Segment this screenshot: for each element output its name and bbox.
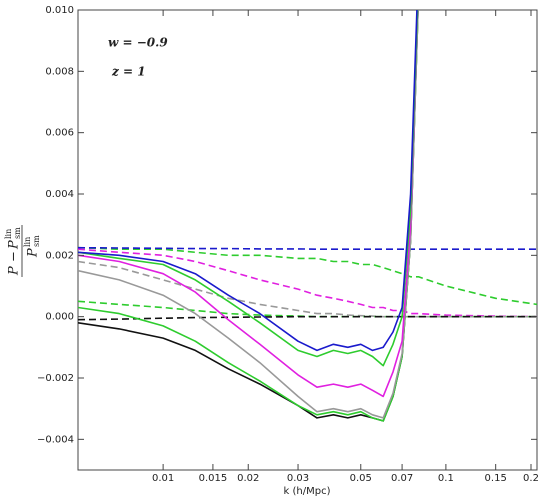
data-line xyxy=(78,248,537,318)
data-line xyxy=(78,10,419,419)
y-label-part: − xyxy=(7,251,22,262)
y-tick-label: 0.006 xyxy=(45,128,74,139)
y-tick-label: 0.004 xyxy=(45,189,74,200)
y-label-part: P xyxy=(26,248,41,258)
x-tick-label: 0.2 xyxy=(523,473,539,484)
data-line xyxy=(78,10,418,352)
y-label-part: P xyxy=(7,240,22,250)
data-line xyxy=(78,10,419,422)
annotation: w = −0.9 xyxy=(108,36,168,50)
x-tick-label: 0.01 xyxy=(152,473,174,484)
annotation: z = 1 xyxy=(111,65,146,79)
x-tick-label: 0.02 xyxy=(237,473,259,484)
x-tick-label: 0.1 xyxy=(438,473,454,484)
y-axis-label: P − P lin sm P lin sm xyxy=(4,225,41,277)
data-line xyxy=(78,260,537,318)
data-line xyxy=(78,246,537,306)
plot-frame xyxy=(77,9,538,471)
data-line xyxy=(78,10,419,422)
y-label-part: sm xyxy=(13,227,22,239)
y-tick-label: 0.000 xyxy=(45,312,74,323)
y-tick-label: −0.002 xyxy=(37,373,74,384)
x-tick-label: 0.015 xyxy=(199,473,228,484)
y-label-part: lin xyxy=(4,229,13,239)
data-line xyxy=(78,315,537,321)
plot-area xyxy=(78,10,537,422)
y-tick-label: 0.010 xyxy=(45,5,74,16)
y-tick-label: 0.002 xyxy=(45,250,74,261)
x-tick-label: 0.15 xyxy=(485,473,507,484)
y-label-part: sm xyxy=(32,235,41,247)
data-line xyxy=(78,10,419,398)
x-tick-label: 0.05 xyxy=(350,473,372,484)
data-line xyxy=(78,300,537,318)
x-tick-label: 0.07 xyxy=(391,473,413,484)
x-tick-label: 0.03 xyxy=(287,473,309,484)
data-line xyxy=(78,246,537,250)
y-label-part: lin xyxy=(23,237,32,247)
y-label-part: P xyxy=(7,266,22,276)
y-tick-label: 0.008 xyxy=(45,66,74,77)
data-line xyxy=(78,10,419,367)
y-tick-label: −0.004 xyxy=(37,434,74,445)
x-axis-label: k (h/Mpc) xyxy=(284,486,331,497)
